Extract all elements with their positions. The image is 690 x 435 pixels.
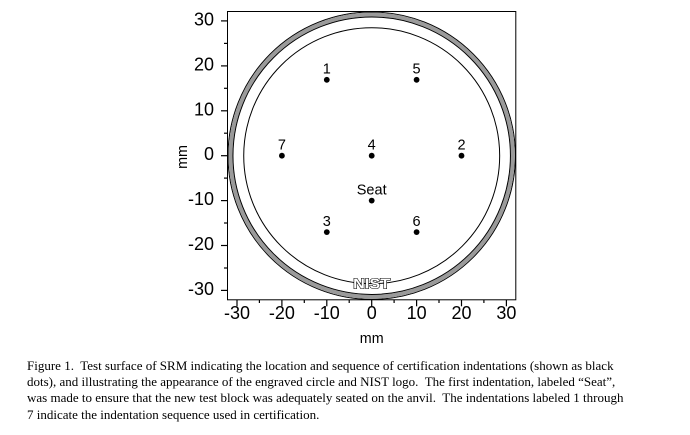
svg-text:20: 20: [194, 54, 214, 74]
svg-text:-20: -20: [269, 303, 295, 323]
svg-text:2: 2: [457, 138, 465, 154]
svg-text:-10: -10: [314, 303, 340, 323]
svg-text:-30: -30: [188, 279, 214, 299]
svg-text:mm: mm: [175, 145, 191, 169]
svg-text:1: 1: [323, 62, 331, 78]
svg-text:30: 30: [496, 303, 516, 323]
svg-text:10: 10: [407, 303, 427, 323]
svg-text:mm: mm: [360, 331, 384, 347]
svg-text:30: 30: [194, 10, 214, 30]
svg-text:Seat: Seat: [357, 182, 387, 198]
svg-text:0: 0: [204, 144, 214, 164]
svg-text:4: 4: [368, 138, 376, 154]
svg-text:6: 6: [413, 214, 421, 230]
svg-text:10: 10: [194, 99, 214, 119]
svg-text:3: 3: [323, 214, 331, 230]
svg-text:-10: -10: [188, 189, 214, 209]
svg-text:20: 20: [451, 303, 471, 323]
svg-text:-20: -20: [188, 234, 214, 254]
svg-text:NIST: NIST: [353, 276, 390, 293]
svg-text:7: 7: [278, 138, 286, 154]
svg-text:5: 5: [413, 62, 421, 78]
svg-text:0: 0: [367, 303, 377, 323]
svg-text:-30: -30: [224, 303, 250, 323]
